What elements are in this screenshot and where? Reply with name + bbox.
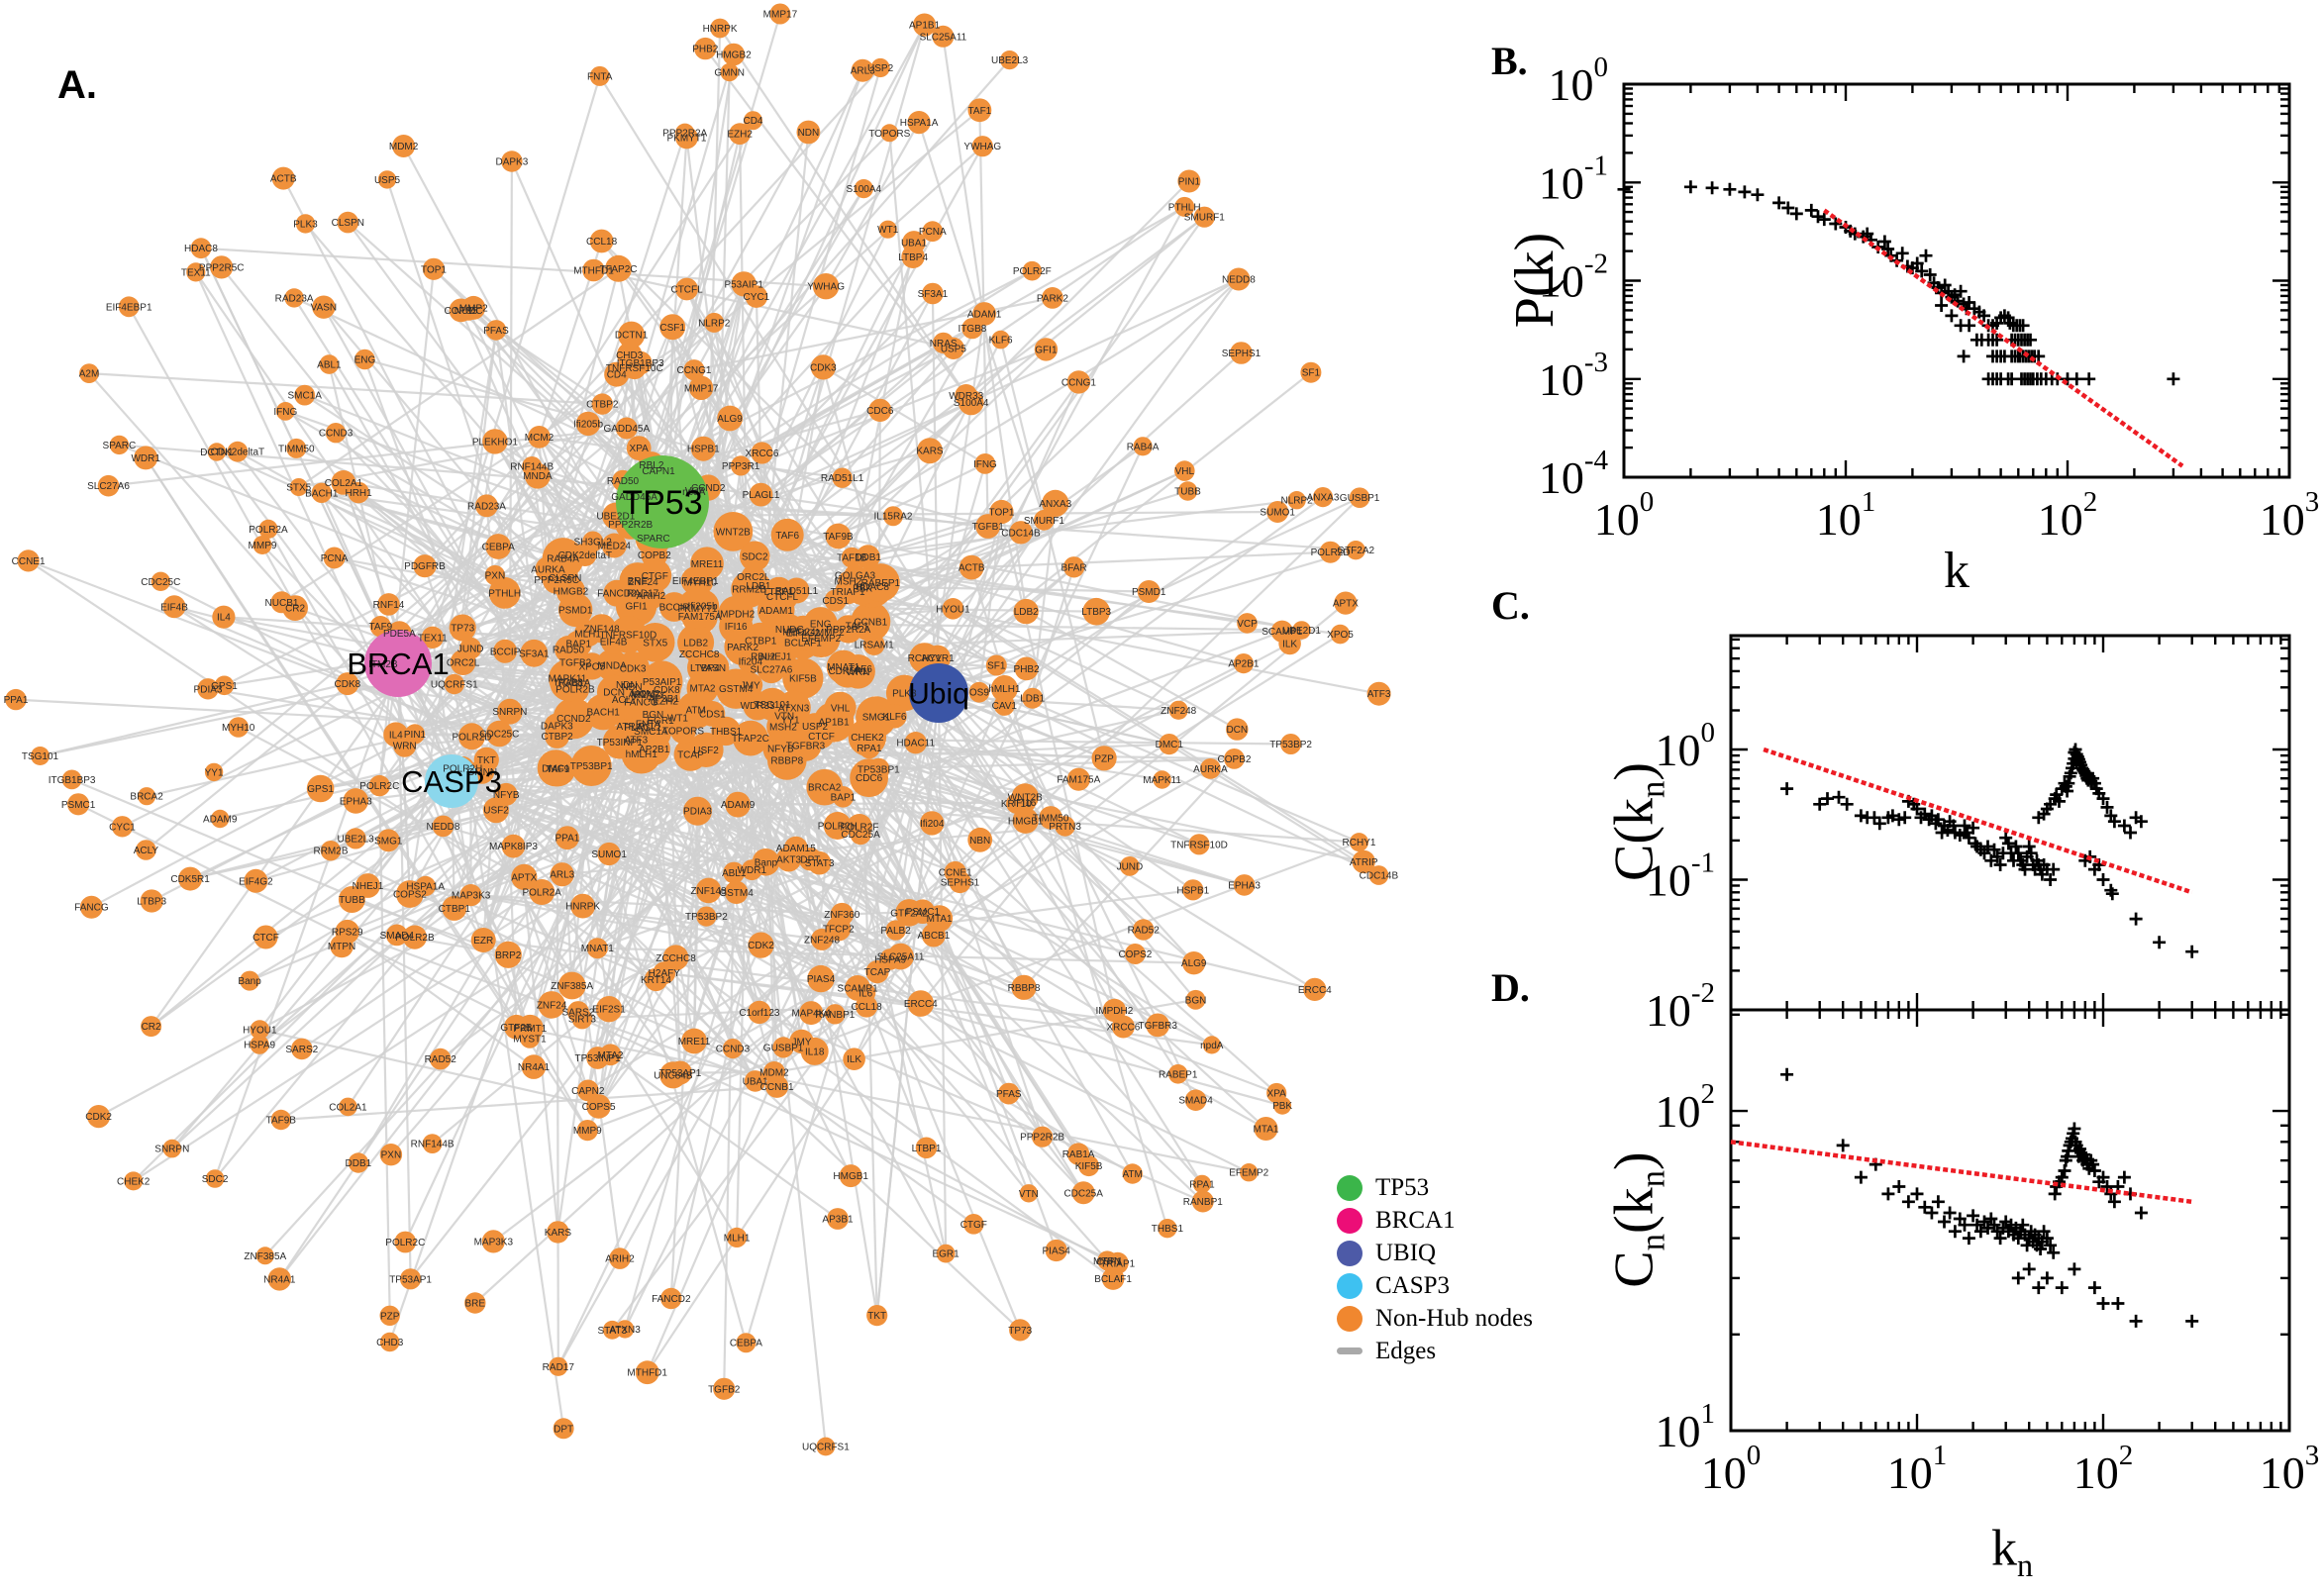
plot-c-y-axis-label: C(kn) — [1603, 761, 1672, 882]
hub-label-ubiq: Ubiq — [908, 678, 969, 711]
legend: TP53 BRCA1 UBIQ CASP3 Non-Hub nodes Edge… — [1337, 1171, 1533, 1367]
legend-item-casp3: CASP3 — [1337, 1269, 1533, 1302]
plot-b-ticks — [1622, 82, 2291, 479]
plot-b-xlabel-text: k — [1944, 543, 1970, 599]
plot-d-x-axis-label: kn — [1990, 1520, 2034, 1584]
hub-node-casp3 — [425, 754, 478, 808]
plot-d-xtick-label: 103 — [2260, 1440, 2320, 1498]
plot-b-xtick-label: 102 — [2038, 486, 2098, 545]
plot-b-ytick-label: 10-3 — [1539, 347, 1608, 405]
legend-item-nonhub: Non-Hub nodes — [1337, 1302, 1533, 1335]
plot-b-ylabel-text: P(k) — [1504, 232, 1566, 329]
legend-label-tp53: TP53 — [1375, 1174, 1430, 1201]
plot-c-frame — [1729, 634, 2291, 1012]
legend-item-edges: Edges — [1337, 1335, 1533, 1367]
plot-d-xtick-label: 102 — [2073, 1440, 2134, 1498]
plot-b-ytick-label: 10-1 — [1539, 150, 1608, 208]
plot-d-fit-line — [1730, 1140, 2192, 1205]
plot-c-fit-line — [1763, 747, 2193, 895]
legend-label-edges: Edges — [1375, 1338, 1437, 1364]
plot-c-scatter — [1780, 743, 2199, 958]
panel-d-label: D. — [1491, 965, 1530, 1010]
network-hub-nodes — [364, 455, 968, 808]
tp53-node-icon — [1337, 1174, 1363, 1201]
plot-d-frame — [1729, 1008, 2291, 1433]
edge-line-icon — [1337, 1347, 1363, 1354]
ubiq-node-icon — [1337, 1240, 1363, 1266]
network-graph: MNDAIfi205bPOLR2BZNF24USF2ORC2LMCM2BCCIP… — [4, 3, 1399, 1456]
plot-b-y-axis-label: P(k) — [1504, 232, 1566, 329]
casp3-node-icon — [1337, 1272, 1363, 1299]
legend-label-nonhub: Non-Hub nodes — [1375, 1305, 1534, 1332]
plot-d-xtick-label: 100 — [1701, 1440, 1762, 1498]
plot-b-frame — [1622, 82, 2291, 479]
legend-label-brca1: BRCA1 — [1375, 1207, 1456, 1234]
legend-item-brca1: BRCA1 — [1337, 1204, 1533, 1237]
legend-label-ubiq: UBIQ — [1375, 1240, 1437, 1266]
plot-b-x-axis-label: k — [1944, 546, 1970, 597]
legend-item-ubiq: UBIQ — [1337, 1237, 1533, 1269]
panel-c-label: C. — [1491, 583, 1530, 628]
plot-d-xtick-label: 101 — [1887, 1440, 1948, 1498]
plot-b-ytick-label: 10-2 — [1539, 249, 1608, 307]
plot-d-ytick-label: 102 — [1656, 1078, 1716, 1137]
legend-item-tp53: TP53 — [1337, 1171, 1533, 1204]
hub-label-casp3: CASP3 — [401, 764, 502, 799]
hub-node-tp53 — [616, 455, 709, 549]
plot-b-xtick-label: 101 — [1816, 486, 1876, 545]
plot-d-scatter — [1780, 1067, 2199, 1328]
plot-b-xtick-label: 103 — [2260, 486, 2320, 545]
plot-b-scatter — [1617, 180, 2180, 386]
plot-d-y-axis-label: Cn(kn) — [1603, 1151, 1672, 1288]
plot-c-ticks — [1729, 636, 2291, 1012]
network-node-labels: MNDAIfi205bPOLR2BZNF24USF2ORC2LMCM2BCCIP… — [4, 10, 1399, 1453]
plot-b-ytick-label: 100 — [1549, 51, 1609, 110]
hub-node-brca1 — [364, 630, 432, 697]
nonhub-node-icon — [1337, 1305, 1363, 1332]
panel-a-label: A. — [57, 63, 97, 107]
hub-node-ubiq — [909, 663, 968, 723]
plot-d-ticks — [1729, 1010, 2291, 1433]
hub-label-brca1: BRCA1 — [347, 647, 449, 681]
plot-b-fit-line — [1822, 208, 2184, 468]
panel-b-label: B. — [1491, 39, 1528, 83]
plot-b-xtick-label: 100 — [1594, 486, 1655, 545]
plot-c-ytick-label: 10-2 — [1646, 977, 1715, 1036]
hub-label-tp53: TP53 — [622, 484, 702, 522]
legend-label-casp3: CASP3 — [1375, 1272, 1451, 1299]
brca1-node-icon — [1337, 1207, 1363, 1234]
